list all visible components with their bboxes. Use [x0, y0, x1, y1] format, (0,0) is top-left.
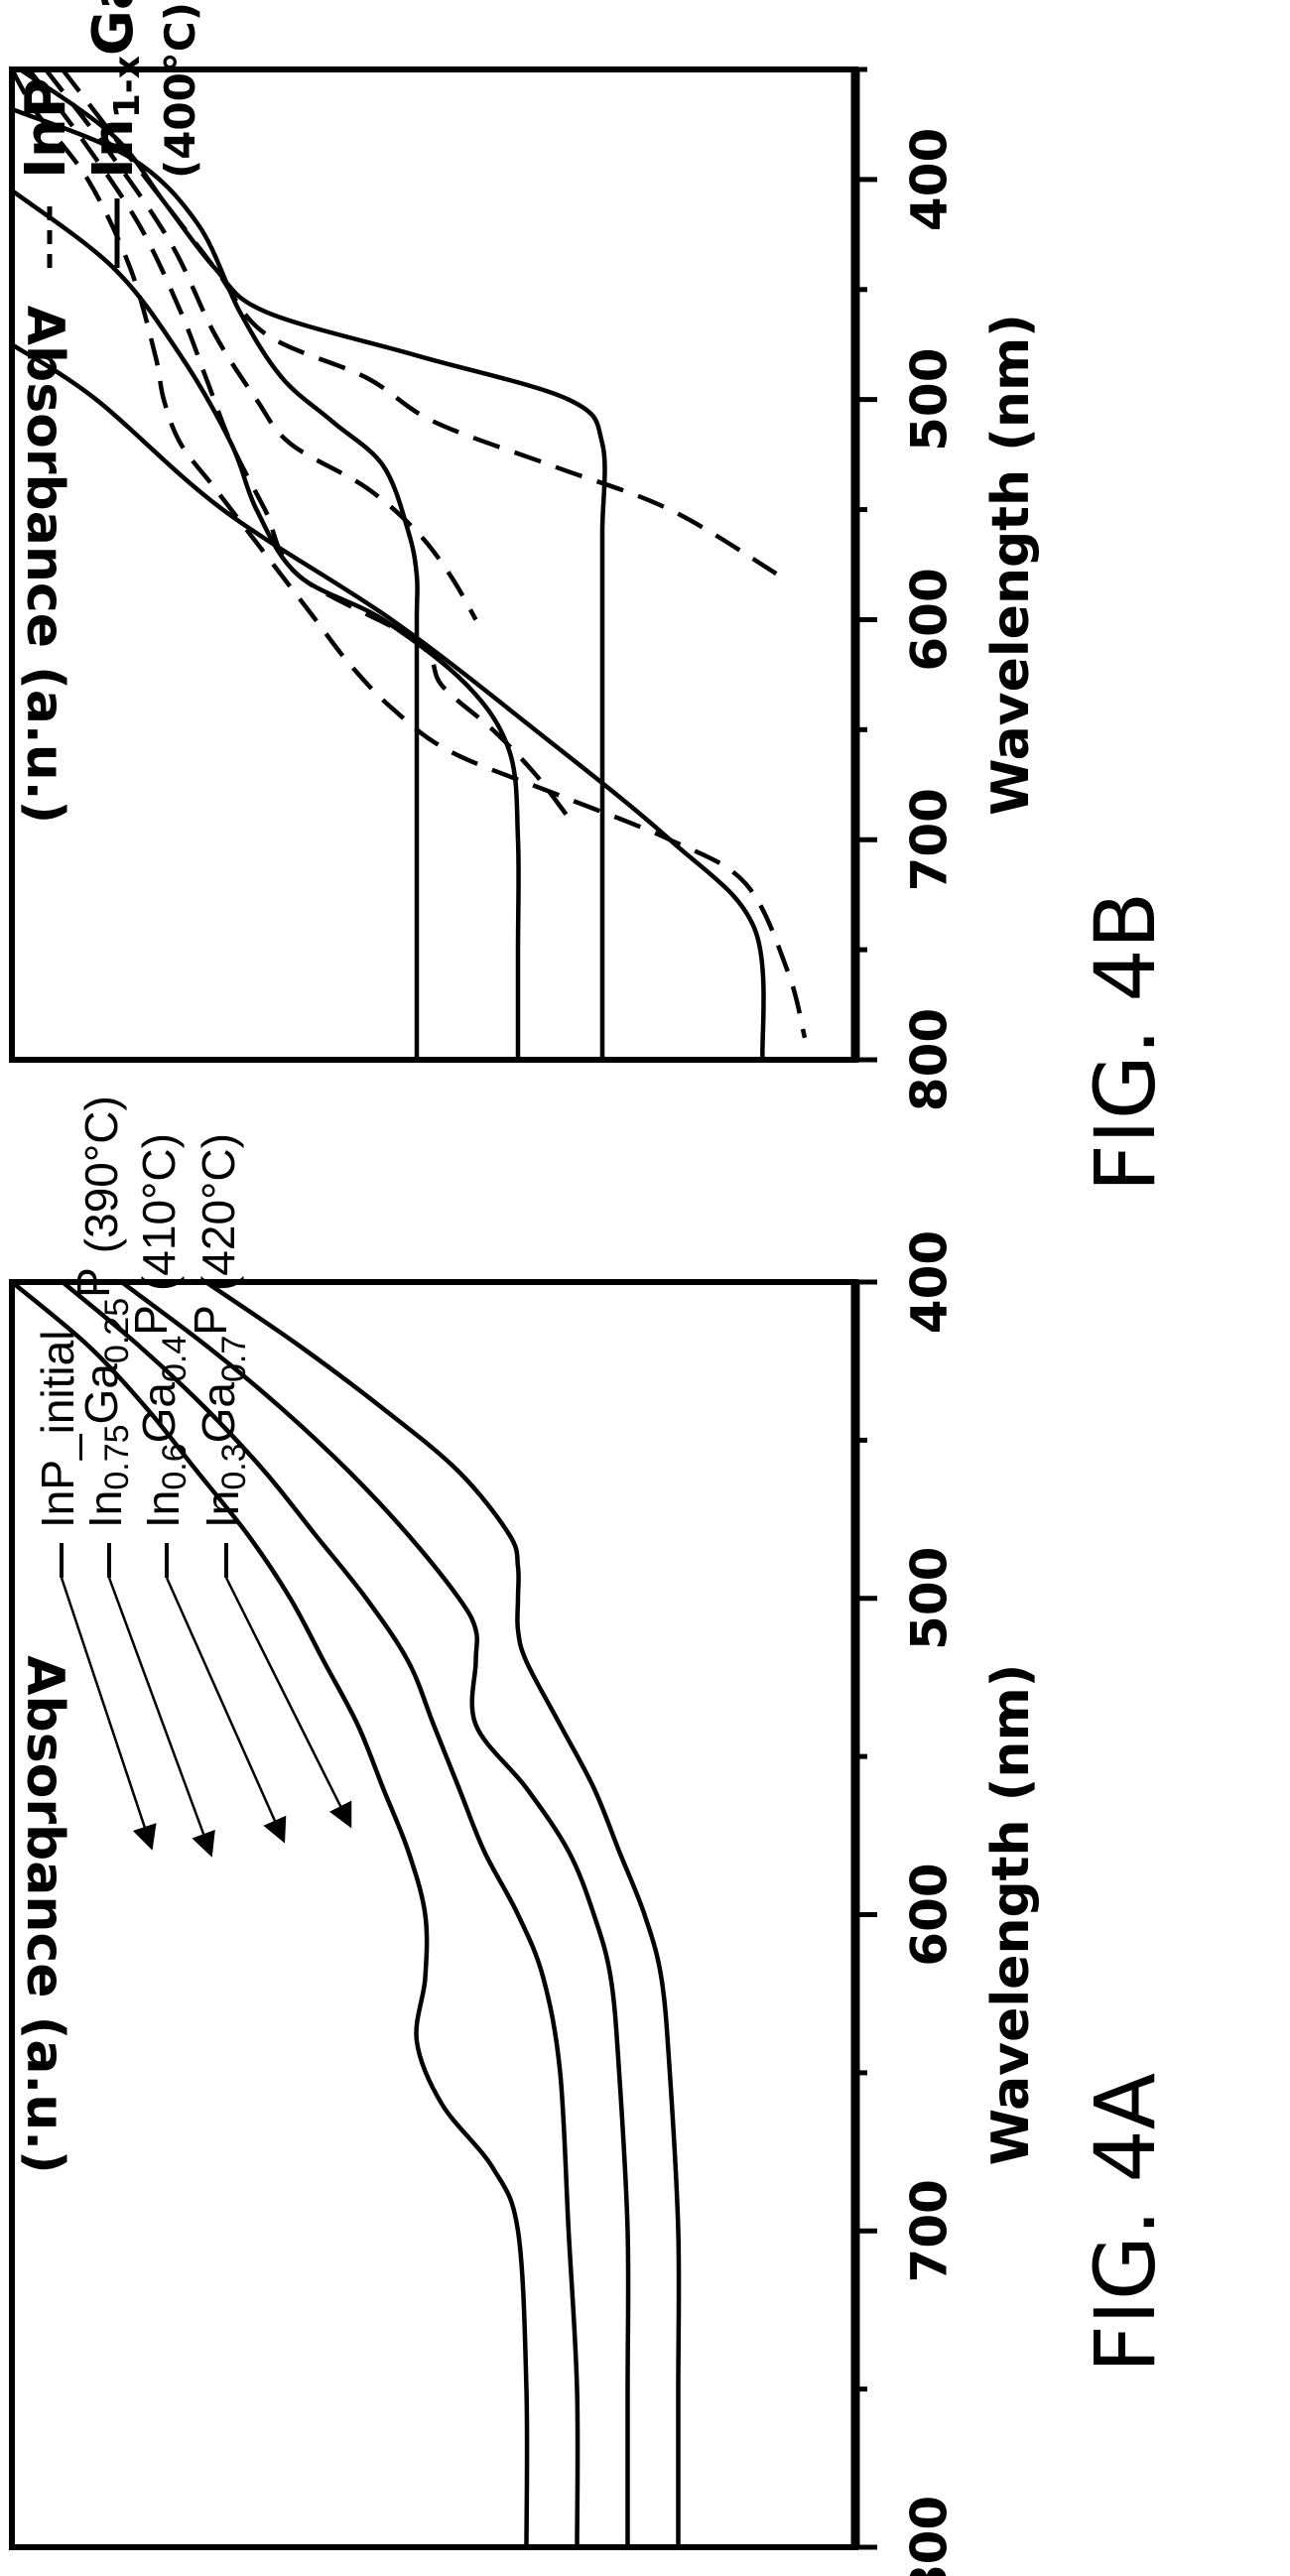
x-tick-label: 400 [901, 1230, 959, 1334]
legend-label-s1: InP_initial [32, 1331, 83, 1528]
series-line-3 [203, 1282, 682, 2547]
chart-fig4a: 400 500 600 700 800 Wavelength (nm) Absorbance… [9, 1230, 1174, 2576]
series-group [12, 69, 808, 1060]
legend-leader-arrow [60, 1577, 157, 1851]
series-line-0 [12, 69, 808, 1039]
legend-label-ingap: In1-xGaxP [81, 0, 148, 179]
legend-label-inp: InP [14, 77, 78, 179]
x-axis-label: Wavelength (nm) [981, 314, 1041, 816]
x-tick-label: 600 [901, 568, 959, 671]
legend-leader-arrow [107, 1577, 215, 1858]
x-tick-label: 700 [901, 788, 959, 891]
x-tick-label: 400 [901, 128, 959, 231]
series-line-2 [44, 69, 478, 621]
series-group [12, 1282, 682, 2547]
plot-frame [9, 1279, 858, 2550]
legend-leader-arrow [165, 1577, 287, 1844]
figure-caption: FIG. 4A [1077, 2073, 1174, 2374]
x-tick-label: 600 [901, 1863, 959, 1966]
legend-label-s3: In0.6Ga0.4P(410°C) [125, 1133, 194, 1528]
figure-caption: FIG. 4B [1077, 892, 1174, 1193]
legend-label-s4: In0.3Ga0.7P(420°C) [185, 1133, 253, 1528]
x-tick-label: 800 [901, 2496, 959, 2576]
y-axis-label: Absorbance (a.u.) [15, 306, 74, 824]
series-line-7 [18, 69, 607, 1060]
x-tick-label: 700 [901, 2179, 959, 2282]
x-tick-label: 500 [901, 347, 959, 451]
series-line-1 [27, 69, 571, 820]
legend-label-s2: In0.75Ga0.25P(390°C) [67, 1095, 136, 1528]
plot-frame [9, 66, 858, 1063]
series-line-0 [12, 1282, 530, 2547]
x-tick-label: 500 [901, 1547, 959, 1650]
series-line-1 [60, 1282, 580, 2547]
legend-label-temp: (400°C) [156, 2, 204, 179]
series-line-5 [12, 188, 521, 1060]
chart-fig4b: 400 500 600 700 800 Wavelength (nm) Absorbance… [9, 66, 1174, 1193]
x-axis-label: Wavelength (nm) [981, 1664, 1041, 2166]
series-line-2 [119, 1282, 631, 2547]
x-tick-label: 800 [901, 1008, 959, 1111]
fig4a-legend: InP_initialIn0.75Ga0.25P(390°C)In0.6Ga0.… [32, 1095, 352, 1858]
legend-leader-arrow [224, 1577, 352, 1829]
series-line-4 [12, 341, 766, 1060]
series-line-6 [12, 106, 420, 1060]
series-line-3 [61, 69, 781, 579]
legend-text: InP_initial [32, 1331, 83, 1528]
y-axis-label: Absorbance (a.u.) [15, 1655, 74, 2173]
